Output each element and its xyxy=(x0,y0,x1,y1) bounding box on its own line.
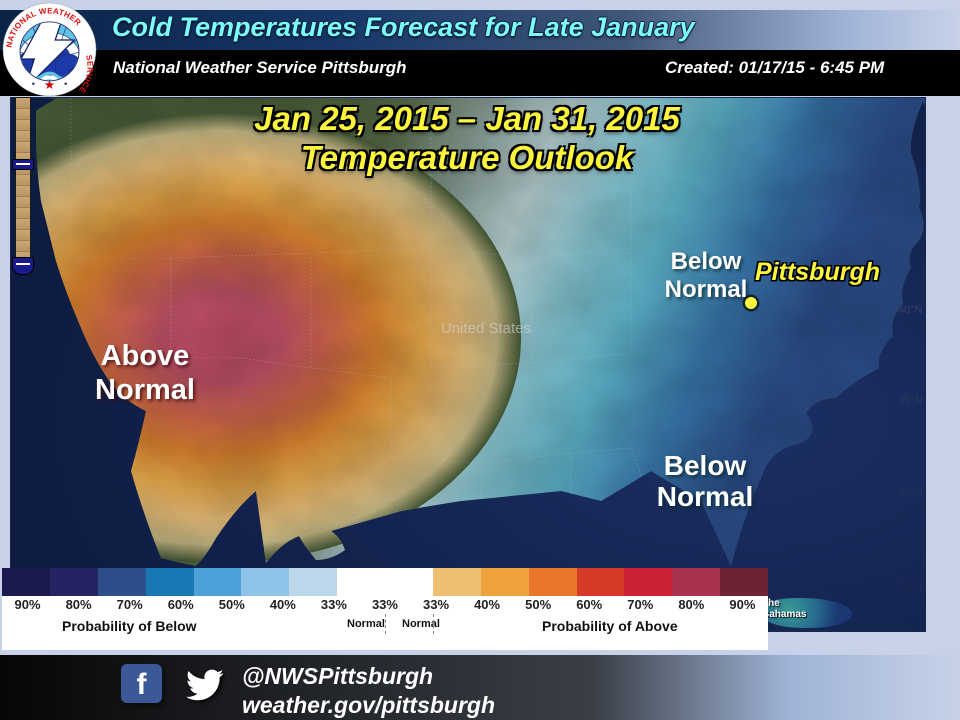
svg-text:United States: United States xyxy=(441,320,531,337)
svg-text:f: f xyxy=(137,668,148,701)
